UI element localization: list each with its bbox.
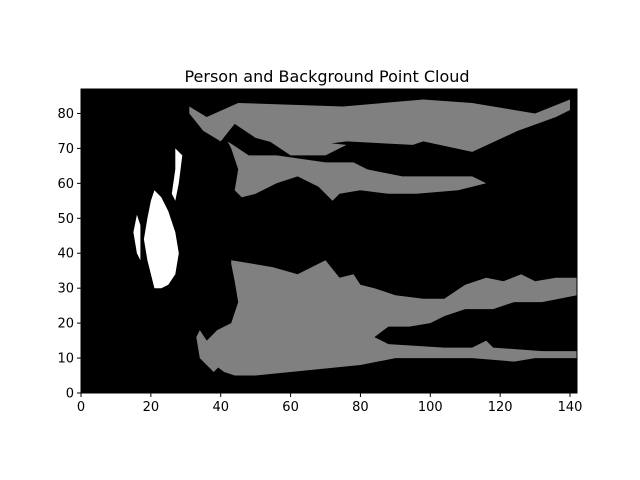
- x-tick-label-80: 80: [352, 400, 369, 415]
- person-region-5: [143, 190, 179, 289]
- x-tick-label-40: 40: [212, 400, 229, 415]
- y-tick-label-60: 60: [57, 177, 74, 192]
- x-tick-label-0: 0: [77, 400, 85, 415]
- y-tick-label-50: 50: [57, 212, 74, 227]
- plot-frame: [80, 88, 578, 394]
- y-tick-label-20: 20: [57, 317, 74, 332]
- y-tick-label-30: 30: [57, 282, 74, 297]
- background-region-3: [203, 260, 578, 376]
- y-tick-label-80: 80: [57, 107, 74, 122]
- background-region-1: [227, 141, 487, 201]
- chart-title: Person and Background Point Cloud: [184, 67, 469, 86]
- person-region-6: [171, 148, 183, 201]
- y-tick-label-0: 0: [66, 387, 74, 402]
- x-tick-label-20: 20: [143, 400, 160, 415]
- y-axis: 0 10 20 30 40 50 60 70 80: [57, 107, 81, 402]
- point-cloud-regions: [133, 99, 578, 376]
- y-tick-label-10: 10: [57, 352, 74, 367]
- person-region-7: [133, 214, 141, 261]
- background-region-2: [269, 141, 347, 156]
- background-region-4: [196, 330, 221, 372]
- y-tick-label-70: 70: [57, 142, 74, 157]
- x-tick-label-60: 60: [282, 400, 299, 415]
- x-axis: 0 20 40 60 80 100 120 140: [77, 393, 583, 415]
- x-tick-label-120: 120: [488, 400, 513, 415]
- x-tick-label-100: 100: [418, 400, 443, 415]
- y-tick-label-40: 40: [57, 247, 74, 262]
- x-tick-label-140: 140: [558, 400, 583, 415]
- background-region-0: [189, 99, 571, 152]
